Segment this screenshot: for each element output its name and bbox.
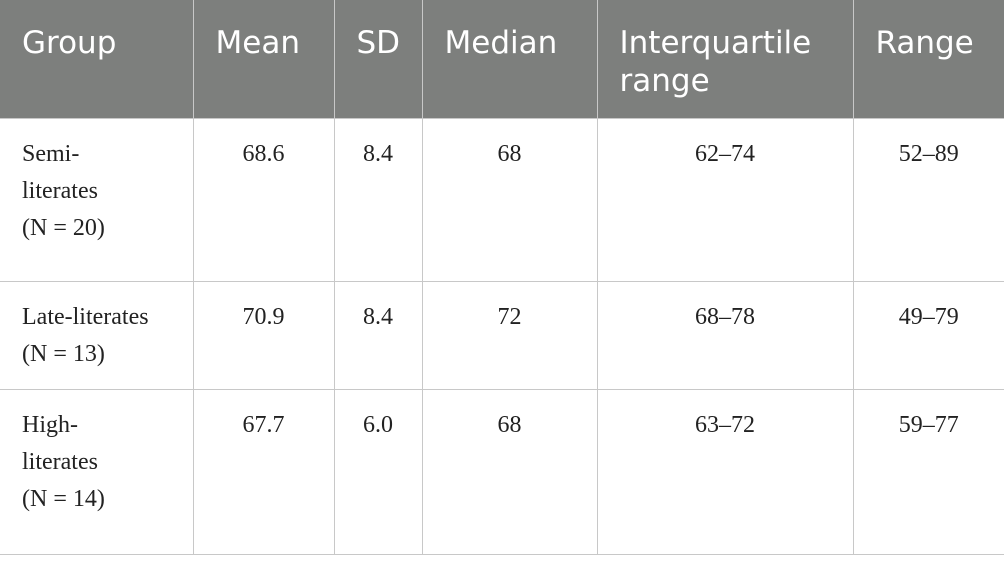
value-cell: 68–78: [596, 281, 854, 390]
value-cell: 62–74: [596, 118, 854, 282]
table-header: Group Mean SD Median Interquartile range…: [0, 0, 1004, 119]
stats-table: Group Mean SD Median Interquartile range…: [0, 0, 1004, 555]
value-cell: 67.7: [192, 389, 335, 555]
group-cell: High-literates (N = 14): [0, 389, 194, 555]
value-cell: 6.0: [333, 389, 423, 555]
value-cell: 68: [421, 118, 598, 282]
group-name: High-literates: [22, 412, 98, 475]
group-n: (N = 14): [22, 486, 105, 512]
table-row: High-literates (N = 14) 67.7 6.0 68 63–72 59–7…: [0, 389, 1004, 555]
header-cell: SD: [333, 0, 422, 119]
group-n: (N = 13): [22, 341, 105, 367]
value-cell: 68.6: [192, 118, 335, 282]
group-cell: Semi-literates (N = 20): [0, 118, 194, 282]
header-cell: Interquartile range: [596, 0, 853, 119]
value-cell: 68: [421, 389, 598, 555]
group-name: Semi-literates: [22, 141, 98, 204]
header-cell: Range: [852, 0, 1004, 119]
header-cell: Mean: [192, 0, 334, 119]
group-name: Late-literates: [22, 304, 149, 330]
value-cell: 49–79: [852, 281, 1004, 390]
value-cell: 70.9: [192, 281, 335, 390]
group-cell: Late-literates (N = 13): [0, 281, 194, 390]
value-cell: 8.4: [333, 281, 423, 390]
header-cell: Group: [0, 0, 193, 119]
value-cell: 72: [421, 281, 598, 390]
value-cell: 59–77: [852, 389, 1004, 555]
value-cell: 8.4: [333, 118, 423, 282]
table-body: Semi-literates (N = 20) 68.6 8.4 68 62–74 52–8…: [0, 118, 1004, 555]
group-n: (N = 20): [22, 215, 105, 241]
value-cell: 52–89: [852, 118, 1004, 282]
value-cell: 63–72: [596, 389, 854, 555]
header-row: Group Mean SD Median Interquartile range…: [0, 0, 1004, 119]
header-cell: Median: [421, 0, 597, 119]
table-row: Late-literates (N = 13) 70.9 8.4 72 68–78 49–7…: [0, 281, 1004, 390]
table-row: Semi-literates (N = 20) 68.6 8.4 68 62–74 52–8…: [0, 118, 1004, 282]
